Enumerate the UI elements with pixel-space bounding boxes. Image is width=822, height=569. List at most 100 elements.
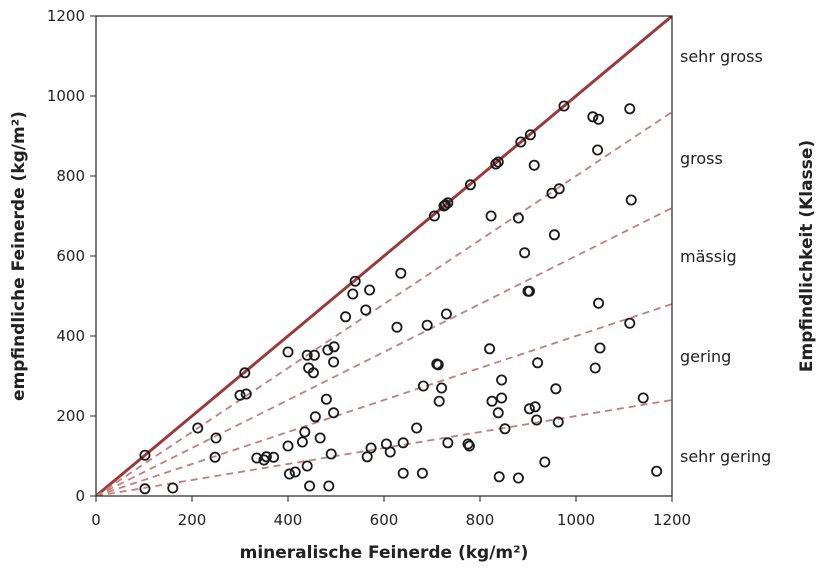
data-point: [550, 383, 562, 395]
x-tick-label: 0: [91, 511, 101, 529]
data-point: [328, 356, 340, 368]
data-point: [364, 284, 376, 296]
data-point: [594, 342, 606, 354]
data-point: [624, 103, 636, 115]
x-tick-label: 1200: [653, 511, 691, 529]
reference-line: [96, 207, 672, 496]
y-tick-label: 600: [56, 247, 85, 265]
data-point: [428, 210, 440, 222]
data-point: [322, 344, 334, 356]
data-point: [268, 451, 280, 463]
data-point: [440, 308, 452, 320]
y-axis-title: empfindliche Feinerde (kg/m²): [9, 111, 29, 401]
data-point: [340, 311, 352, 323]
y-tick-label: 0: [75, 487, 85, 505]
data-point: [433, 395, 445, 407]
data-point: [523, 403, 535, 415]
x-axis-title: mineralische Feinerde (kg/m²): [240, 543, 529, 563]
data-point: [307, 367, 319, 379]
data-point: [397, 437, 409, 449]
reference-line: [96, 16, 672, 496]
data-points: [139, 100, 663, 495]
data-point: [462, 438, 474, 450]
data-point: [299, 426, 311, 438]
data-point: [397, 467, 409, 479]
data-point: [139, 449, 151, 461]
x-axis: 0 200 400 600 800 1000 1200: [91, 496, 691, 529]
data-point: [308, 349, 320, 361]
class-label: gross: [680, 149, 723, 168]
data-point: [512, 212, 524, 224]
data-point: [289, 466, 301, 478]
data-point: [593, 297, 605, 309]
data-point: [239, 367, 251, 379]
data-point: [360, 304, 372, 316]
data-point: [492, 407, 504, 419]
class-label: sehr gering: [680, 447, 771, 466]
data-point: [325, 448, 337, 460]
data-point: [234, 389, 246, 401]
data-point: [442, 197, 454, 209]
data-point: [493, 471, 505, 483]
data-point: [539, 456, 551, 468]
data-point: [519, 247, 531, 259]
data-point: [592, 144, 604, 156]
class-labels: sehr gross gross mässig gering sehr gering: [680, 47, 771, 466]
data-point: [625, 194, 637, 206]
data-point: [531, 414, 543, 426]
data-point: [328, 341, 340, 353]
x-tick-label: 600: [370, 511, 399, 529]
data-point: [492, 156, 504, 168]
data-point: [490, 158, 502, 170]
data-point: [593, 113, 605, 125]
x-tick-label: 1000: [557, 511, 595, 529]
data-point: [436, 382, 448, 394]
data-point: [323, 480, 335, 492]
y-tick-label: 800: [56, 167, 85, 185]
y-tick-label: 1000: [47, 87, 85, 105]
data-point: [496, 392, 508, 404]
reference-line: [96, 303, 672, 496]
data-point: [558, 100, 570, 112]
data-point: [528, 159, 540, 171]
data-point: [532, 357, 544, 369]
data-point: [624, 317, 636, 329]
data-point: [484, 343, 496, 355]
data-point: [589, 362, 601, 374]
data-point: [139, 483, 151, 495]
data-point: [304, 480, 316, 492]
data-point: [309, 411, 321, 423]
data-point: [282, 440, 294, 452]
data-point: [283, 468, 295, 480]
data-point: [587, 111, 599, 123]
data-point: [421, 319, 433, 331]
data-point: [417, 380, 429, 392]
data-point: [553, 183, 565, 195]
data-point: [260, 451, 272, 463]
data-point: [328, 407, 340, 419]
data-point: [167, 482, 179, 494]
y-tick-label: 1200: [47, 7, 85, 25]
y2-axis-title: Empfindlichkeit (Klasse): [797, 140, 817, 372]
data-point: [442, 437, 454, 449]
class-label: sehr gross: [680, 47, 763, 66]
y-axis: 0 200 400 600 800 1000 1200: [47, 7, 96, 505]
data-point: [515, 136, 527, 148]
data-point: [552, 416, 564, 428]
data-point: [349, 275, 361, 287]
data-point: [524, 129, 536, 141]
data-point: [395, 267, 407, 279]
data-point: [384, 446, 396, 458]
y-tick-label: 200: [56, 407, 85, 425]
reference-line: [96, 111, 672, 496]
data-point: [361, 451, 373, 463]
data-point: [282, 346, 294, 358]
x-tick-label: 800: [466, 511, 495, 529]
data-point: [391, 321, 403, 333]
data-point: [523, 285, 535, 297]
class-label: mässig: [680, 247, 737, 266]
data-point: [439, 199, 451, 211]
data-point: [499, 423, 511, 435]
data-point: [314, 432, 326, 444]
